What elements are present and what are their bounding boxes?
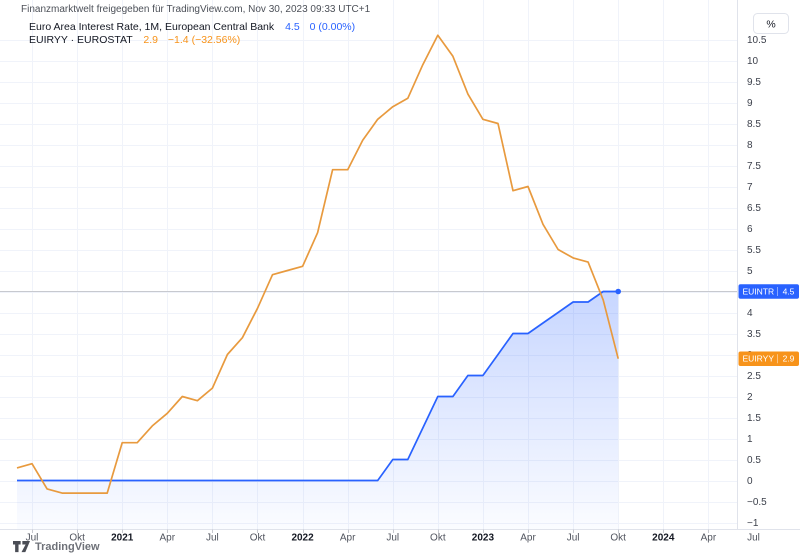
time-axis-year-label: 2022 bbox=[291, 533, 314, 544]
series-euintr-line bbox=[17, 290, 619, 482]
time-axis-year-label: 2024 bbox=[652, 533, 675, 544]
time-axis-month-label: Okt bbox=[430, 533, 446, 544]
time-axis-month-label: Jul bbox=[747, 533, 760, 544]
price-axis-label: 3.5 bbox=[747, 329, 761, 340]
price-axis-label: 9.5 bbox=[747, 77, 761, 88]
price-axis-label: 7 bbox=[747, 182, 753, 193]
price-badge-euintr: EUINTR 4.5 bbox=[738, 284, 799, 299]
time-axis-month-label: Okt bbox=[250, 533, 266, 544]
time-axis-month-label: Jul bbox=[386, 533, 399, 544]
time-axis-month-label: Jul bbox=[567, 533, 580, 544]
badge-box bbox=[738, 284, 799, 299]
price-axis-label: 5 bbox=[747, 266, 753, 277]
price-axis-label: 6 bbox=[747, 224, 753, 235]
publish-watermark: Finanzmarktwelt freigegeben für TradingV… bbox=[21, 4, 371, 15]
time-axis-month-label: Apr bbox=[160, 533, 176, 544]
price-axis-label: 1.5 bbox=[747, 413, 761, 424]
tradingview-logo-icon bbox=[13, 541, 30, 553]
price-axis-label: 8 bbox=[747, 140, 753, 151]
legend-row-euintr: Euro Area Interest Rate, 1M, European Ce… bbox=[29, 21, 355, 34]
time-axis-month-label: Jul bbox=[26, 533, 39, 544]
badge-symbol: EUINTR bbox=[743, 287, 775, 297]
badge-value: 2.9 bbox=[783, 354, 795, 364]
tradingview-brand-text: TradingView bbox=[35, 541, 100, 553]
price-axis-label: −1 bbox=[747, 518, 759, 529]
price-axis-label: 2 bbox=[747, 392, 753, 403]
unit-button-label: % bbox=[766, 19, 775, 31]
badge-value: 4.5 bbox=[783, 287, 795, 297]
price-axis-label: 0 bbox=[747, 476, 753, 487]
price-axis-label: 10 bbox=[747, 56, 759, 67]
price-axis-label: 6.5 bbox=[747, 203, 761, 214]
price-badge-euiryy: EUIRYY 2.9 bbox=[738, 351, 799, 366]
time-axis-month-label: Jul bbox=[206, 533, 219, 544]
time-axis-month-label: Apr bbox=[520, 533, 536, 544]
price-axis-label: 8.5 bbox=[747, 119, 761, 130]
price-axis-label: 0.5 bbox=[747, 455, 761, 466]
series-value-euintr: 4.5 bbox=[285, 21, 300, 33]
price-axis-label: −0.5 bbox=[747, 497, 767, 508]
time-axis-year-label: 2021 bbox=[111, 533, 134, 544]
time-axis-month-label: Okt bbox=[610, 533, 626, 544]
price-axis-label: 9 bbox=[747, 98, 753, 109]
time-axis-year-label: 2023 bbox=[472, 533, 495, 544]
time-axis-month-label: Apr bbox=[701, 533, 717, 544]
series-euintr-area bbox=[17, 291, 619, 529]
unit-button-box bbox=[753, 13, 789, 34]
series-title-euiryy: EUIRYY · EUROSTAT bbox=[29, 34, 133, 46]
price-axis-label: 7.5 bbox=[747, 161, 761, 172]
price-axis-label: 4 bbox=[747, 308, 753, 319]
series-change-euiryy: −1.4 (−32.56%) bbox=[167, 34, 241, 46]
series-value-euiryy: 2.9 bbox=[143, 34, 158, 46]
price-axis-label: 5.5 bbox=[747, 245, 761, 256]
tradingview-attribution[interactable]: TradingView bbox=[13, 541, 100, 553]
last-value-dot-euintr bbox=[615, 288, 621, 295]
price-axis-unit-button[interactable]: % bbox=[753, 13, 789, 34]
legend-row-euiryy: EUIRYY · EUROSTAT 2.9 −1.4 (−32.56%) bbox=[29, 34, 355, 47]
price-axis-label: 10.5 bbox=[747, 35, 767, 46]
price-axis-label: 2.5 bbox=[747, 371, 761, 382]
legend: Euro Area Interest Rate, 1M, European Ce… bbox=[29, 21, 355, 47]
series-euiryy-line bbox=[16, 34, 620, 494]
series-change-euintr: 0 (0.00%) bbox=[309, 21, 356, 33]
price-axis-label: 1 bbox=[747, 434, 753, 445]
time-axis-month-label: Okt bbox=[69, 533, 85, 544]
series-title-euintr: Euro Area Interest Rate, 1M, European Ce… bbox=[29, 21, 275, 33]
time-axis-month-label: Apr bbox=[340, 533, 356, 544]
badge-symbol: EUIRYY bbox=[743, 354, 775, 364]
badge-box bbox=[738, 351, 799, 366]
